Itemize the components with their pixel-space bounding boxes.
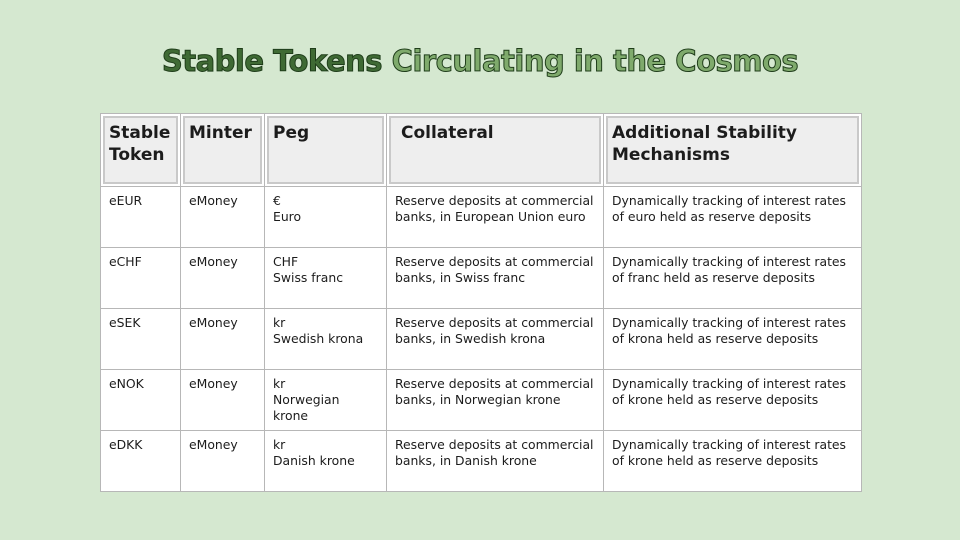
peg-symbol: € bbox=[273, 193, 281, 208]
header-stable-token: Stable Token bbox=[100, 113, 181, 187]
cell-peg: kr Danish krone bbox=[264, 430, 387, 492]
cell-token: eDKK bbox=[100, 430, 181, 492]
cell-token: eEUR bbox=[100, 186, 181, 248]
header-peg: Peg bbox=[264, 113, 387, 187]
table-row: eEUR eMoney € Euro Reserve deposits at co… bbox=[100, 186, 862, 248]
cell-peg: kr Norwegian krone bbox=[264, 369, 387, 431]
cell-minter: eMoney bbox=[180, 186, 265, 248]
cell-collateral: Reserve deposits at commercial banks, in… bbox=[386, 308, 604, 370]
cell-minter: eMoney bbox=[180, 369, 265, 431]
table-row: eSEK eMoney kr Swedish krona Reserve depo… bbox=[100, 308, 862, 370]
slide-title: Stable Tokens Circulating in the Cosmos bbox=[0, 44, 960, 79]
cell-peg: CHF Swiss franc bbox=[264, 247, 387, 309]
cell-stability: Dynamically tracking of interest rates o… bbox=[603, 369, 862, 431]
peg-name: Norwegian krone bbox=[273, 392, 340, 423]
peg-name: Danish krone bbox=[273, 453, 355, 468]
header-minter: Minter bbox=[180, 113, 265, 187]
title-part-2: Circulating in the Cosmos bbox=[391, 44, 799, 79]
peg-name: Swedish krona bbox=[273, 331, 364, 346]
peg-symbol: kr bbox=[273, 437, 286, 452]
cell-token: eSEK bbox=[100, 308, 181, 370]
cell-collateral: Reserve deposits at commercial banks, in… bbox=[386, 369, 604, 431]
table-row: eDKK eMoney kr Danish krone Reserve depos… bbox=[100, 430, 862, 492]
cell-stability: Dynamically tracking of interest rates o… bbox=[603, 308, 862, 370]
cell-collateral: Reserve deposits at commercial banks, in… bbox=[386, 430, 604, 492]
cell-minter: eMoney bbox=[180, 247, 265, 309]
cell-stability: Dynamically tracking of interest rates o… bbox=[603, 430, 862, 492]
cell-minter: eMoney bbox=[180, 308, 265, 370]
table-header-row: Stable Token Minter Peg Collateral Addit… bbox=[100, 113, 862, 187]
header-stability-mechanisms: Additional Stability Mechanisms bbox=[603, 113, 862, 187]
cell-peg: kr Swedish krona bbox=[264, 308, 387, 370]
table-row: eCHF eMoney CHF Swiss franc Reserve depos… bbox=[100, 247, 862, 309]
cell-stability: Dynamically tracking of interest rates o… bbox=[603, 186, 862, 248]
title-part-1: Stable Tokens bbox=[161, 44, 383, 79]
stable-tokens-table: Stable Token Minter Peg Collateral Addit… bbox=[100, 113, 862, 492]
table-row: eNOK eMoney kr Norwegian krone Reserve de… bbox=[100, 369, 862, 431]
peg-symbol: kr bbox=[273, 376, 286, 391]
peg-name: Swiss franc bbox=[273, 270, 344, 285]
cell-token: eNOK bbox=[100, 369, 181, 431]
cell-peg: € Euro bbox=[264, 186, 387, 248]
peg-symbol: kr bbox=[273, 315, 286, 330]
cell-minter: eMoney bbox=[180, 430, 265, 492]
peg-symbol: CHF bbox=[273, 254, 299, 269]
cell-collateral: Reserve deposits at commercial banks, in… bbox=[386, 247, 604, 309]
cell-collateral: Reserve deposits at commercial banks, in… bbox=[386, 186, 604, 248]
header-collateral: Collateral bbox=[386, 113, 604, 187]
peg-name: Euro bbox=[273, 209, 302, 224]
cell-token: eCHF bbox=[100, 247, 181, 309]
cell-stability: Dynamically tracking of interest rates o… bbox=[603, 247, 862, 309]
